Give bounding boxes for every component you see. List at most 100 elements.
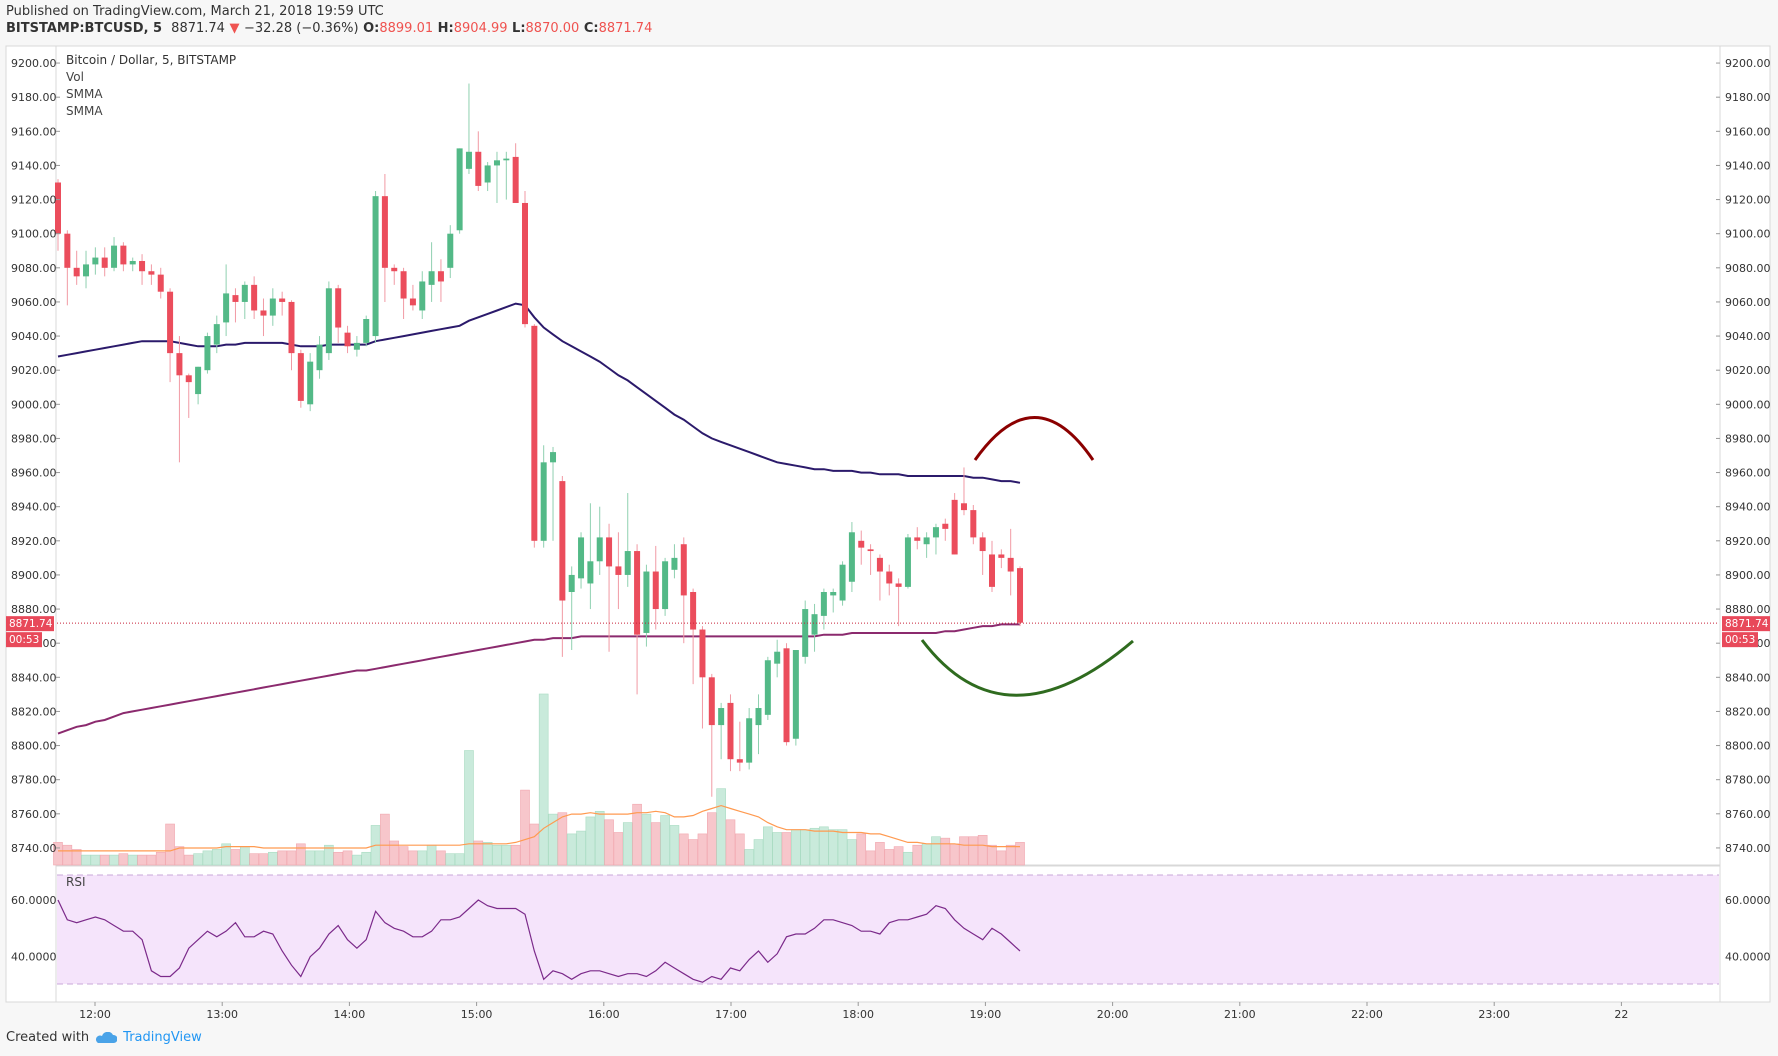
last-price: 8871.74 <box>171 21 225 36</box>
volume-bar <box>753 839 764 866</box>
price-tick-right: 8960.00 <box>1725 467 1771 480</box>
volume-bar <box>585 816 596 866</box>
volume-bar <box>352 854 362 866</box>
candle-body <box>792 650 799 739</box>
price-tick-left: 8760.00 <box>11 808 57 821</box>
candle-body <box>578 537 585 579</box>
volume-bar <box>613 832 624 866</box>
candle-body <box>129 260 136 265</box>
candle-body <box>503 158 510 161</box>
volume-bar <box>510 844 521 866</box>
footer: Created with TradingView <box>6 1030 202 1045</box>
volume-bar <box>258 853 269 866</box>
candle-body <box>522 202 528 325</box>
price-tick-left: 8960.00 <box>11 467 57 480</box>
price-tick-left: 9020.00 <box>11 364 57 377</box>
volume-bar <box>548 813 558 866</box>
candle-body <box>662 561 669 610</box>
volume-bar <box>566 833 577 866</box>
price-tick-right: 8900.00 <box>1725 569 1771 582</box>
candle-body <box>839 564 846 601</box>
candle-body <box>157 274 164 292</box>
footer-brand[interactable]: TradingView <box>123 1030 202 1045</box>
volume-bar <box>211 849 222 866</box>
candle-body <box>64 233 71 268</box>
candle-body <box>568 574 575 592</box>
open-value: 8899.01 <box>379 21 434 36</box>
volume-bar <box>931 836 941 866</box>
main-pane[interactable] <box>55 45 1721 866</box>
volume-bar <box>118 853 129 866</box>
right-countdown-badge-bg <box>1722 632 1758 648</box>
candle-body <box>606 537 613 567</box>
time-tick: 16:00 <box>588 1008 620 1021</box>
candle-body <box>251 284 258 311</box>
price-tick-right: 8980.00 <box>1725 432 1771 445</box>
candle-body <box>73 267 80 277</box>
candle-body <box>895 583 902 587</box>
high-label: H: <box>437 21 454 36</box>
volume-bar <box>763 826 773 866</box>
volume-bar <box>221 843 231 866</box>
candle-body <box>718 708 725 726</box>
volume-bar <box>772 832 782 866</box>
volume-bar <box>183 854 194 866</box>
volume-bar <box>408 850 418 866</box>
volume-bar <box>949 843 960 866</box>
candle-body <box>325 288 332 354</box>
volume-bar <box>959 836 969 866</box>
volume-bar <box>781 832 792 866</box>
high-value: 8904.99 <box>453 21 508 36</box>
time-tick: 23:00 <box>1478 1008 1510 1021</box>
price-tick-right: 9040.00 <box>1725 330 1771 343</box>
rsi-tick-right: 60.0000 <box>1725 894 1771 907</box>
candle-body <box>83 264 90 277</box>
price-tick-left: 9040.00 <box>11 330 57 343</box>
volume-bar <box>445 853 456 866</box>
price-tick-right: 9100.00 <box>1725 228 1771 241</box>
candle-body <box>484 165 491 183</box>
volume-bar <box>240 846 250 866</box>
time-tick: 18:00 <box>842 1008 874 1021</box>
price-tick-left: 8740.00 <box>11 842 57 855</box>
left-axis <box>5 45 57 1003</box>
legend-smma-1: SMMA <box>66 87 103 101</box>
volume-bar <box>193 853 203 866</box>
volume-bar <box>202 850 213 866</box>
footer-created: Created with <box>6 1030 90 1045</box>
volume-bar <box>174 846 185 866</box>
volume-bar <box>688 839 698 866</box>
candle-body <box>185 375 192 383</box>
volume-bar <box>632 803 642 866</box>
low-value: 8870.00 <box>525 21 580 36</box>
candle-body <box>344 332 351 347</box>
candle-body <box>867 549 874 552</box>
candle-body <box>493 160 500 166</box>
volume-bar <box>538 693 549 866</box>
price-tick-right: 9120.00 <box>1725 194 1771 207</box>
time-tick: 22:00 <box>1351 1008 1383 1021</box>
candle-body <box>615 566 622 575</box>
volume-bar <box>865 850 876 866</box>
close-label: C: <box>583 21 599 36</box>
candle-body <box>559 481 566 601</box>
candle-body <box>101 257 108 268</box>
candle-body <box>811 614 818 635</box>
candle-body <box>437 271 444 282</box>
candle-body <box>269 298 276 316</box>
rsi-tick-left: 40.0000 <box>11 951 57 964</box>
price-tick-left: 8820.00 <box>11 705 57 718</box>
candle-body <box>764 660 771 715</box>
candle-body <box>550 452 557 463</box>
volume-bar <box>286 850 297 866</box>
candle-body <box>260 310 267 316</box>
volume-bar <box>968 836 979 866</box>
volume-bar <box>417 850 428 866</box>
rsi-line <box>57 899 1021 983</box>
volume-bar <box>940 837 951 866</box>
volume-bar <box>109 854 119 866</box>
candle-body <box>241 284 248 302</box>
volume-bar <box>296 843 306 866</box>
price-tick-right: 8940.00 <box>1725 501 1771 514</box>
